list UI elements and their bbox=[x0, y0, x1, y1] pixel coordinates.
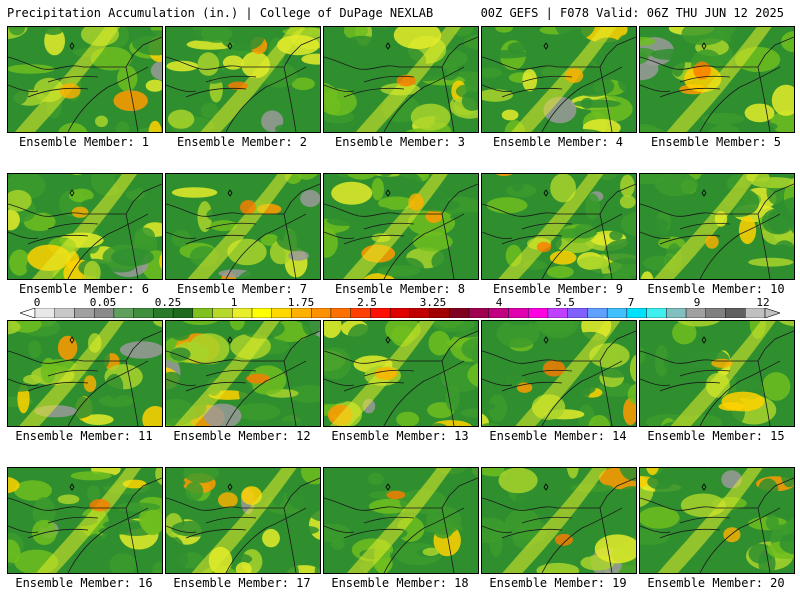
colorbar-swatch bbox=[271, 308, 292, 318]
colorbar-swatch bbox=[626, 308, 647, 318]
colorbar-swatch bbox=[508, 308, 529, 318]
colorbar-swatch bbox=[133, 308, 154, 318]
ensemble-member-map bbox=[481, 26, 637, 133]
colorbar-swatch bbox=[291, 308, 312, 318]
colorbar-tick-label: 0.05 bbox=[89, 296, 117, 309]
ensemble-member-label: Ensemble Member: 2 bbox=[176, 135, 308, 149]
colorbar-swatch bbox=[449, 308, 470, 318]
ensemble-member-map bbox=[165, 173, 321, 280]
ensemble-member-map bbox=[165, 467, 321, 574]
ensemble-member-label: Ensemble Member: 18 bbox=[331, 576, 469, 590]
colorbar-swatch bbox=[350, 308, 371, 318]
ensemble-member-label: Ensemble Member: 11 bbox=[15, 429, 153, 443]
ensemble-member-map bbox=[323, 320, 479, 427]
colorbar-swatch bbox=[330, 308, 351, 318]
ensemble-member-map bbox=[639, 320, 795, 427]
colorbar-swatch bbox=[468, 308, 489, 318]
ensemble-member-label: Ensemble Member: 20 bbox=[647, 576, 785, 590]
colorbar-swatch bbox=[34, 308, 55, 318]
ensemble-member-label: Ensemble Member: 3 bbox=[334, 135, 466, 149]
colorbar-swatch bbox=[745, 308, 766, 318]
ensemble-member-map bbox=[165, 320, 321, 427]
ensemble-member-map bbox=[481, 467, 637, 574]
map-title: Precipitation Accumulation (in.) | Colle… bbox=[7, 6, 434, 20]
ensemble-member-label: Ensemble Member: 15 bbox=[647, 429, 785, 443]
ensemble-member-label: Ensemble Member: 17 bbox=[173, 576, 311, 590]
ensemble-member-map bbox=[7, 26, 163, 133]
model-run-info: 00Z GEFS | F078 Valid: 06Z THU JUN 12 20… bbox=[480, 6, 784, 20]
ensemble-member-label: Ensemble Member: 1 bbox=[18, 135, 150, 149]
ensemble-member-label: Ensemble Member: 12 bbox=[173, 429, 311, 443]
ensemble-member-map bbox=[323, 467, 479, 574]
colorbar-swatch bbox=[54, 308, 75, 318]
ensemble-member-label: Ensemble Member: 7 bbox=[176, 282, 308, 296]
colorbar-min-arrow bbox=[20, 308, 36, 318]
colorbar-swatch bbox=[705, 308, 726, 318]
ensemble-member-map bbox=[639, 173, 795, 280]
ensemble-member-label: Ensemble Member: 9 bbox=[492, 282, 624, 296]
ensemble-member-label: Ensemble Member: 14 bbox=[489, 429, 627, 443]
ensemble-member-label: Ensemble Member: 13 bbox=[331, 429, 469, 443]
ensemble-member-map bbox=[7, 467, 163, 574]
colorbar-swatch bbox=[666, 308, 687, 318]
colorbar-tick-label: 5.5 bbox=[555, 296, 575, 309]
colorbar-tick-label: 2.5 bbox=[357, 296, 377, 309]
colorbar-swatch bbox=[606, 308, 628, 318]
colorbar-tick-label: 7 bbox=[627, 296, 635, 309]
colorbar-tick-label: 1 bbox=[230, 296, 238, 309]
colorbar-swatch bbox=[212, 308, 233, 318]
colorbar-swatch bbox=[232, 308, 253, 318]
ensemble-member-label: Ensemble Member: 6 bbox=[18, 282, 150, 296]
ensemble-member-label: Ensemble Member: 4 bbox=[492, 135, 624, 149]
colorbar-tick-label: 9 bbox=[693, 296, 701, 309]
ensemble-member-map bbox=[7, 320, 163, 427]
colorbar-tick-label: 3.25 bbox=[419, 296, 447, 309]
colorbar-swatch bbox=[74, 308, 95, 318]
colorbar-swatch bbox=[646, 308, 667, 318]
colorbar-swatch bbox=[192, 308, 213, 318]
colorbar-tick-label: 12 bbox=[756, 296, 770, 309]
ensemble-member-map bbox=[323, 173, 479, 280]
colorbar-swatch bbox=[685, 308, 707, 318]
ensemble-member-label: Ensemble Member: 19 bbox=[489, 576, 627, 590]
colorbar-swatch bbox=[370, 308, 391, 318]
colorbar-swatch bbox=[725, 308, 746, 318]
colorbar-swatch bbox=[311, 308, 332, 318]
colorbar-swatch bbox=[567, 308, 588, 318]
colorbar-swatch bbox=[488, 308, 509, 318]
ensemble-member-map bbox=[323, 26, 479, 133]
colorbar-swatch bbox=[93, 308, 115, 318]
ensemble-member-map bbox=[639, 26, 795, 133]
colorbar-swatch bbox=[251, 308, 272, 318]
precipitation-colorbar bbox=[20, 308, 780, 318]
colorbar-swatch bbox=[547, 308, 568, 318]
ensemble-member-label: Ensemble Member: 5 bbox=[650, 135, 782, 149]
colorbar-tick-label: 4 bbox=[495, 296, 503, 309]
ensemble-member-map bbox=[165, 26, 321, 133]
colorbar-swatch bbox=[113, 308, 134, 318]
colorbar-swatch bbox=[587, 308, 608, 318]
colorbar-tick-label: 0.25 bbox=[154, 296, 182, 309]
ensemble-member-map bbox=[639, 467, 795, 574]
ensemble-member-label: Ensemble Member: 8 bbox=[334, 282, 466, 296]
colorbar-swatch bbox=[389, 308, 411, 318]
colorbar-swatch bbox=[172, 308, 194, 318]
ensemble-member-label: Ensemble Member: 10 bbox=[647, 282, 785, 296]
colorbar-swatch bbox=[429, 308, 450, 318]
colorbar-swatch bbox=[528, 308, 549, 318]
colorbar-swatch bbox=[153, 308, 174, 318]
ensemble-member-map bbox=[481, 173, 637, 280]
colorbar-tick-label: 1.75 bbox=[287, 296, 315, 309]
colorbar-swatch bbox=[409, 308, 430, 318]
ensemble-member-map bbox=[481, 320, 637, 427]
colorbar-tick-label: 0 bbox=[33, 296, 41, 309]
ensemble-member-label: Ensemble Member: 16 bbox=[15, 576, 153, 590]
ensemble-member-map bbox=[7, 173, 163, 280]
colorbar-max-arrow bbox=[764, 308, 780, 318]
